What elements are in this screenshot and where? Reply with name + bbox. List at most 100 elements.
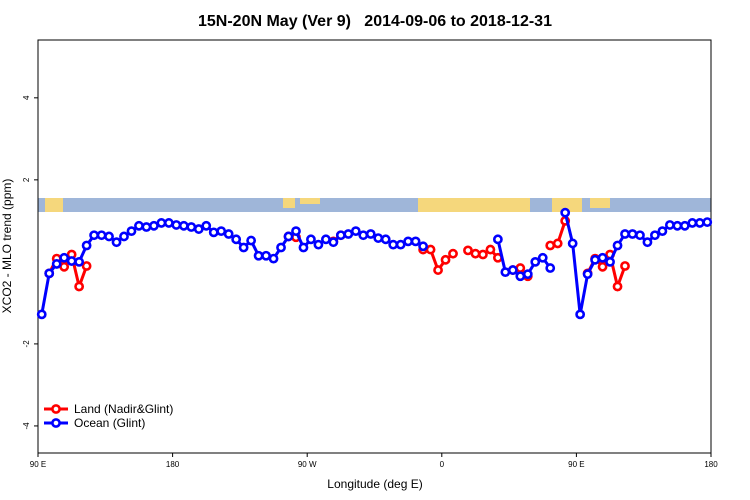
data-point xyxy=(81,240,92,251)
data-point xyxy=(515,263,526,273)
x-axis-label: Longitude (deg E) xyxy=(327,477,422,491)
data-point xyxy=(156,218,167,228)
y-axis-label: XCO2 - MLO trend (ppm) xyxy=(0,179,14,314)
data-point xyxy=(261,250,271,261)
data-point xyxy=(141,222,152,232)
data-point xyxy=(186,222,197,232)
data-point xyxy=(216,226,227,237)
data-point xyxy=(74,281,85,292)
data-point xyxy=(403,236,414,247)
data-point xyxy=(672,220,683,231)
data-point xyxy=(694,218,705,228)
map-strip xyxy=(38,198,711,212)
data-point xyxy=(612,281,623,292)
x-tick-label: 90 W xyxy=(298,460,317,469)
data-point xyxy=(231,234,242,245)
data-point xyxy=(328,237,339,248)
x-tick-label: 180 xyxy=(704,460,718,469)
data-point xyxy=(36,309,47,320)
data-point xyxy=(66,256,77,266)
data-point xyxy=(335,230,346,241)
data-point xyxy=(178,220,189,231)
data-point xyxy=(620,229,630,239)
x-tick-label: 90 E xyxy=(30,460,46,469)
data-point xyxy=(350,226,361,237)
data-point xyxy=(530,256,541,267)
data-point xyxy=(395,239,406,250)
data-point xyxy=(320,234,331,245)
data-point xyxy=(515,271,526,282)
data-point xyxy=(208,227,219,238)
data-point xyxy=(627,229,638,239)
data-point xyxy=(298,242,309,253)
data-point xyxy=(657,226,668,237)
y-tick-label: -4 xyxy=(22,422,31,430)
data-point xyxy=(597,252,608,263)
data-point xyxy=(59,261,70,272)
data-point xyxy=(59,252,70,263)
data-point xyxy=(545,263,556,273)
data-point xyxy=(44,268,55,279)
data-point xyxy=(635,230,645,241)
data-point xyxy=(388,239,399,250)
data-point xyxy=(620,261,630,271)
data-point xyxy=(448,248,458,259)
data-point xyxy=(96,230,107,241)
data-point xyxy=(380,234,391,245)
data-point xyxy=(433,265,443,275)
data-point xyxy=(425,244,436,255)
data-point xyxy=(507,265,518,275)
data-point xyxy=(552,238,563,249)
data-point xyxy=(223,229,234,239)
data-point xyxy=(575,309,586,320)
data-point xyxy=(642,237,653,248)
chart-title: 15N-20N May (Ver 9) 2014-09-06 to 2018-1… xyxy=(198,13,552,30)
data-point xyxy=(134,220,144,231)
data-point xyxy=(373,233,384,243)
data-point xyxy=(470,248,481,259)
data-point xyxy=(500,267,511,278)
data-point xyxy=(89,230,99,241)
data-point xyxy=(560,207,571,218)
legend-marker xyxy=(51,418,61,428)
data-point xyxy=(306,234,316,245)
data-point xyxy=(440,254,451,265)
plot-frame xyxy=(37,39,712,454)
data-point xyxy=(291,226,301,237)
data-point xyxy=(365,229,376,239)
data-point xyxy=(590,254,600,265)
data-point xyxy=(268,253,279,264)
data-point xyxy=(238,242,249,253)
data-point xyxy=(276,242,286,253)
data-point xyxy=(597,261,608,272)
data-point xyxy=(74,256,85,267)
data-point xyxy=(51,259,62,269)
data-point xyxy=(664,220,675,230)
data-point xyxy=(702,217,713,227)
data-point xyxy=(605,256,615,267)
data-point xyxy=(149,220,159,231)
data-point xyxy=(478,249,488,260)
data-point xyxy=(582,269,593,280)
data-point xyxy=(463,245,473,256)
data-point xyxy=(119,231,129,242)
data-point xyxy=(313,239,324,250)
x-tick-label: 0 xyxy=(440,460,445,469)
data-point xyxy=(485,244,496,255)
data-point xyxy=(650,230,660,241)
data-point xyxy=(283,231,294,242)
data-point xyxy=(111,237,122,248)
data-point xyxy=(81,261,92,271)
data-point xyxy=(522,269,533,280)
data-point xyxy=(679,220,690,231)
data-point xyxy=(492,234,503,245)
legend-label: Ocean (Glint) xyxy=(74,416,145,430)
data-point xyxy=(418,241,429,252)
y-tick-label: -2 xyxy=(22,340,31,348)
data-point xyxy=(126,226,137,237)
data-point xyxy=(343,229,354,239)
legend-marker xyxy=(51,404,61,414)
data-point xyxy=(171,220,182,230)
data-point xyxy=(201,220,212,231)
